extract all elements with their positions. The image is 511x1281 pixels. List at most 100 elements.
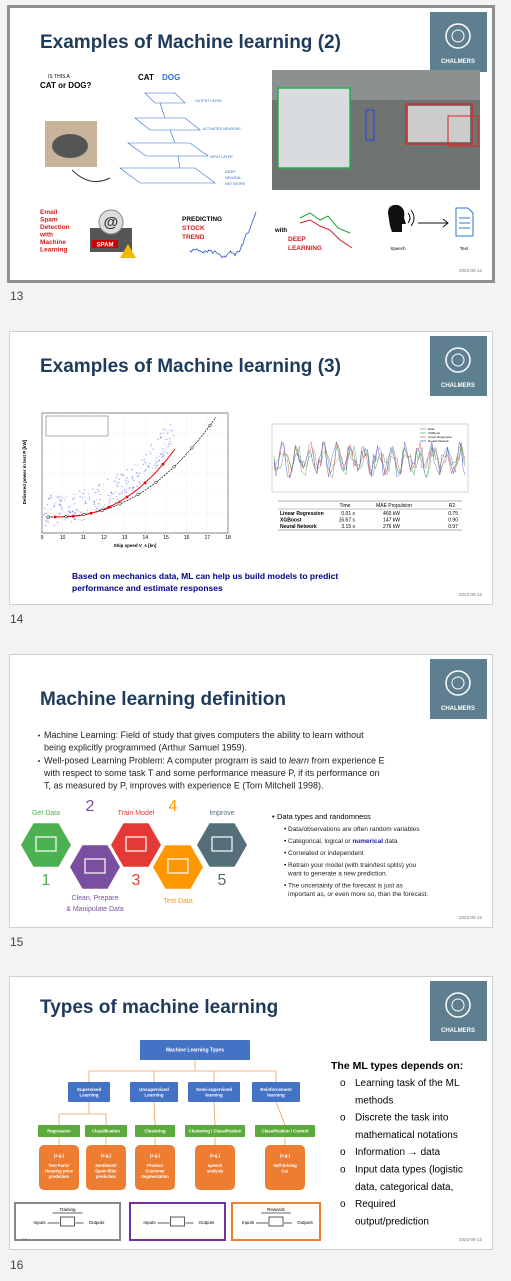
spam-label: Spam [40, 217, 58, 224]
scatter-dot: + [93, 498, 96, 503]
shape [405, 103, 473, 145]
scatter-dot: + [53, 503, 56, 508]
logo: CHALMERS [430, 659, 487, 719]
scatter-dot: + [53, 503, 56, 508]
scatter-dot: + [72, 496, 75, 501]
x-tick-label: 10 [60, 535, 66, 541]
table-cell: Linear Regression [280, 511, 324, 517]
label: CAT or DOG? [40, 81, 92, 90]
scatter-dot: + [159, 458, 162, 463]
scatter-dot: + [132, 476, 135, 481]
x-tick-label: 16 [184, 535, 190, 541]
box-label: Semi-supervised [196, 1087, 232, 1092]
example-eg: (e.g.) [210, 1153, 221, 1158]
scatter-dot: + [158, 453, 161, 458]
scatter-dot: + [55, 500, 58, 505]
slide-thumbnail[interactable]: Types of machine learning CHALMERS Machi… [10, 977, 492, 1249]
scatter-dot: + [50, 493, 53, 498]
scatter-dot: + [86, 508, 89, 513]
x-tick-label: 9 [41, 535, 44, 541]
scatter-dot: + [69, 510, 72, 515]
scatter-dot: + [126, 467, 129, 472]
table-cell: 0.97 [448, 524, 458, 530]
doc-icon [459, 217, 470, 229]
scatter-dot: + [121, 491, 124, 496]
table-cell: 276 kW [383, 524, 400, 530]
slide-thumbnail[interactable]: Machine learning definition CHALMERS Mac… [10, 655, 492, 927]
x-tick-label: 17 [205, 535, 211, 541]
scatter-dot: + [56, 520, 59, 525]
label: Speech [390, 246, 406, 251]
scatter-dot: + [82, 491, 85, 496]
scatter-dot: + [75, 507, 78, 512]
text-run: Categorical, logical or [288, 838, 352, 845]
design-curve [54, 448, 176, 518]
flow-label: Outputs [297, 1220, 314, 1225]
scatter-dot: + [70, 510, 73, 515]
scatter-dot: + [145, 452, 148, 457]
scatter-dot: + [88, 495, 91, 500]
scatter-dot: + [84, 499, 87, 504]
scatter-dot: + [125, 481, 128, 486]
box-label: Learning [144, 1092, 163, 1097]
shape [119, 167, 216, 184]
scatter-dot: + [125, 483, 128, 488]
slide-thumbnail[interactable]: Examples of Machine learning (2) CHALMER… [10, 8, 492, 280]
slide-title: Examples of Machine learning (2) [40, 32, 341, 53]
scatter-dot: + [64, 517, 67, 522]
deep-chart [299, 212, 351, 234]
slide-number: 13 [10, 289, 24, 303]
scatter-dot: + [163, 426, 166, 431]
box-label: Unsupervised [139, 1087, 169, 1092]
scatter-dot: + [72, 492, 75, 497]
scatter-dot: + [69, 504, 72, 509]
scatter-dot: + [97, 483, 100, 488]
scatter-dot: + [160, 435, 163, 440]
x-tick-label: 14 [143, 535, 149, 541]
shape: Machine Learning TypesSupervisedLearning… [14, 1040, 321, 1241]
example-eg: (e.g.) [150, 1153, 161, 1158]
scatter-dot: + [60, 504, 63, 509]
bullet: • [284, 838, 287, 845]
scatter-dot: + [59, 497, 62, 502]
scatter-dot: + [109, 498, 112, 503]
shape [445, 23, 471, 49]
scatter-dot: + [148, 461, 151, 466]
caption: performance and estimate responses [72, 583, 223, 593]
shape [92, 240, 118, 248]
box-label: Clustering [144, 1129, 166, 1134]
scatter-dot: + [127, 474, 130, 479]
slide-thumbnail[interactable]: Examples of Machine learning (3) CHALMER… [10, 332, 492, 604]
example-eg: (e.g.) [280, 1153, 291, 1158]
scatter-dot: + [60, 507, 63, 512]
label: SPAM [97, 243, 114, 249]
scatter-dot: + [139, 481, 142, 486]
icon [125, 836, 147, 852]
table-cell: XGBoost [280, 518, 302, 524]
hexagon [70, 845, 120, 889]
curve-point [118, 502, 122, 506]
icon [167, 858, 189, 874]
scatter-dot: + [53, 523, 56, 528]
shape [144, 92, 186, 104]
scatter-dot: + [131, 487, 134, 492]
shape [445, 670, 471, 696]
table-cell: Neural Network [280, 524, 317, 530]
scatter-dot: + [88, 497, 91, 502]
text-run: Correlated or independent [288, 850, 364, 857]
bullet-text: Machine Learning: Field of study that gi… [44, 730, 364, 740]
bullet: o [340, 1078, 346, 1089]
scatter-dot: + [124, 487, 127, 492]
scatter-dot: + [116, 472, 119, 477]
scatter-dot: + [116, 497, 119, 502]
scatter-dot: + [137, 473, 140, 478]
scatter-dot: + [95, 489, 98, 494]
shape: 9 10 11 12 13 14 15 16 17 18+++++++++++++++++++++… [41, 413, 231, 541]
example-box [86, 1145, 126, 1190]
text-run: The uncertainty of the forecast is just … [288, 883, 404, 890]
list-text: mathematical notations [355, 1130, 458, 1141]
scatter-dot: + [166, 450, 169, 455]
slide-title: Types of machine learning [40, 997, 278, 1018]
scatter-dot: + [63, 495, 66, 500]
scatter-dot: + [116, 475, 119, 480]
